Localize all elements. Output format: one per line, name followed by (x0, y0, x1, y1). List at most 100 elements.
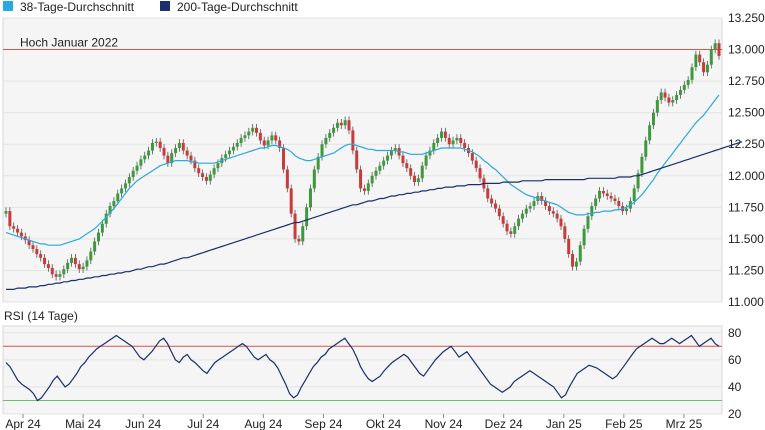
candle-body (520, 213, 524, 219)
candle-body (305, 207, 309, 227)
candle-body (289, 188, 293, 214)
candle-body (212, 168, 216, 175)
candle-body (655, 100, 659, 113)
candle-body (58, 274, 62, 277)
candle-body (16, 228, 20, 233)
candle-body (659, 92, 663, 101)
candle-body (193, 160, 197, 169)
candle-body (320, 144, 324, 157)
candle-body (293, 213, 297, 239)
candle-body (281, 148, 285, 170)
candle-body (501, 216, 505, 224)
candle-body (116, 193, 120, 202)
candle-body (224, 154, 228, 159)
candle-body (705, 64, 709, 73)
candle-body (335, 122, 339, 128)
x-tick-label: Nov 24 (425, 417, 463, 430)
candle-body (605, 193, 609, 196)
x-tick-label: Sep 24 (304, 417, 342, 430)
x-axis: Apr 24 Mai 24 Jun 24 Jul 24 Aug 24 Sep 24 Okt … (5, 414, 703, 430)
candle-body (416, 178, 420, 183)
candle-body (177, 142, 181, 149)
price-y-tick-label: 12.500 (728, 106, 765, 120)
candle-body (374, 170, 378, 176)
candle-body (258, 132, 262, 141)
candle-body (4, 211, 8, 214)
candle-body (590, 206, 594, 217)
price-y-tick-label: 12.000 (728, 169, 765, 183)
candle-body (70, 257, 74, 263)
candle-body (370, 175, 374, 184)
candle-body (166, 155, 170, 164)
candle-body (31, 245, 35, 249)
candle-body (582, 228, 586, 246)
candle-body (181, 142, 185, 151)
legend-label-ma38: 38-Tage-Durchschnitt (20, 0, 135, 14)
candle-body (62, 269, 66, 275)
rsi-y-tick-label: 40 (728, 380, 742, 394)
price-y-tick-label: 12.750 (728, 74, 765, 88)
candle-body (150, 142, 154, 151)
candle-body (100, 223, 104, 233)
x-tick-label: Mrz 25 (666, 417, 703, 430)
candle-body (478, 168, 482, 179)
candle-body (594, 198, 598, 207)
candle-body (667, 97, 671, 103)
candle-body (54, 274, 58, 277)
candle-body (601, 190, 605, 194)
candle-body (528, 206, 532, 209)
candle-body (651, 112, 655, 126)
candle-body (555, 213, 559, 219)
candle-body (170, 153, 174, 164)
candle-body (297, 238, 301, 242)
candle-body (713, 43, 717, 50)
x-tick-label: Feb 25 (605, 417, 643, 430)
candle-body (497, 208, 501, 217)
candle-body (513, 226, 517, 234)
candle-body (50, 267, 54, 275)
candle-body (35, 248, 39, 255)
candle-body (204, 177, 208, 181)
candle-body (470, 153, 474, 161)
candle-body (405, 163, 409, 169)
candle-body (640, 156, 644, 174)
candle-body (459, 137, 463, 143)
candle-body (228, 150, 232, 155)
candle-body (46, 264, 50, 268)
x-tick-label: Dez 24 (485, 417, 523, 430)
rsi-line (5, 334, 720, 402)
candle-body (201, 173, 205, 178)
candle-body (678, 89, 682, 95)
candle-body (93, 241, 97, 252)
price-y-tick-label: 12.250 (728, 137, 765, 151)
candle-body (274, 135, 278, 141)
candle-body (197, 168, 201, 174)
candle-body (663, 92, 667, 98)
candle-body (686, 79, 690, 85)
candle-body (81, 266, 85, 270)
candle-body (382, 160, 386, 166)
legend: 38-Tage-Durchschnitt 200-Tage-Durchschni… (3, 0, 298, 14)
candle-body (432, 142, 436, 151)
rsi-y-tick-label: 80 (728, 326, 742, 340)
candle-body (682, 84, 686, 90)
candle-body (490, 198, 494, 204)
candle-body (255, 127, 259, 133)
candle-body (455, 137, 459, 141)
annotation-label: Hoch Januar 2022 (20, 36, 118, 50)
rsi-title: RSI (14 Tage) (4, 309, 78, 323)
rsi-y-tick-label: 60 (728, 353, 742, 367)
candle-body (262, 140, 266, 146)
candle-body (127, 177, 131, 184)
candle-body (440, 131, 444, 138)
candle-body (463, 142, 467, 149)
candle-body (343, 120, 347, 126)
candle-body (474, 160, 478, 169)
candle-body (162, 148, 166, 156)
candle-body (339, 122, 343, 126)
candle-body (66, 262, 70, 270)
x-tick-label: Apr 24 (5, 417, 41, 430)
candle-body (551, 211, 555, 214)
candle-body (27, 240, 31, 246)
candle-body (717, 43, 721, 56)
